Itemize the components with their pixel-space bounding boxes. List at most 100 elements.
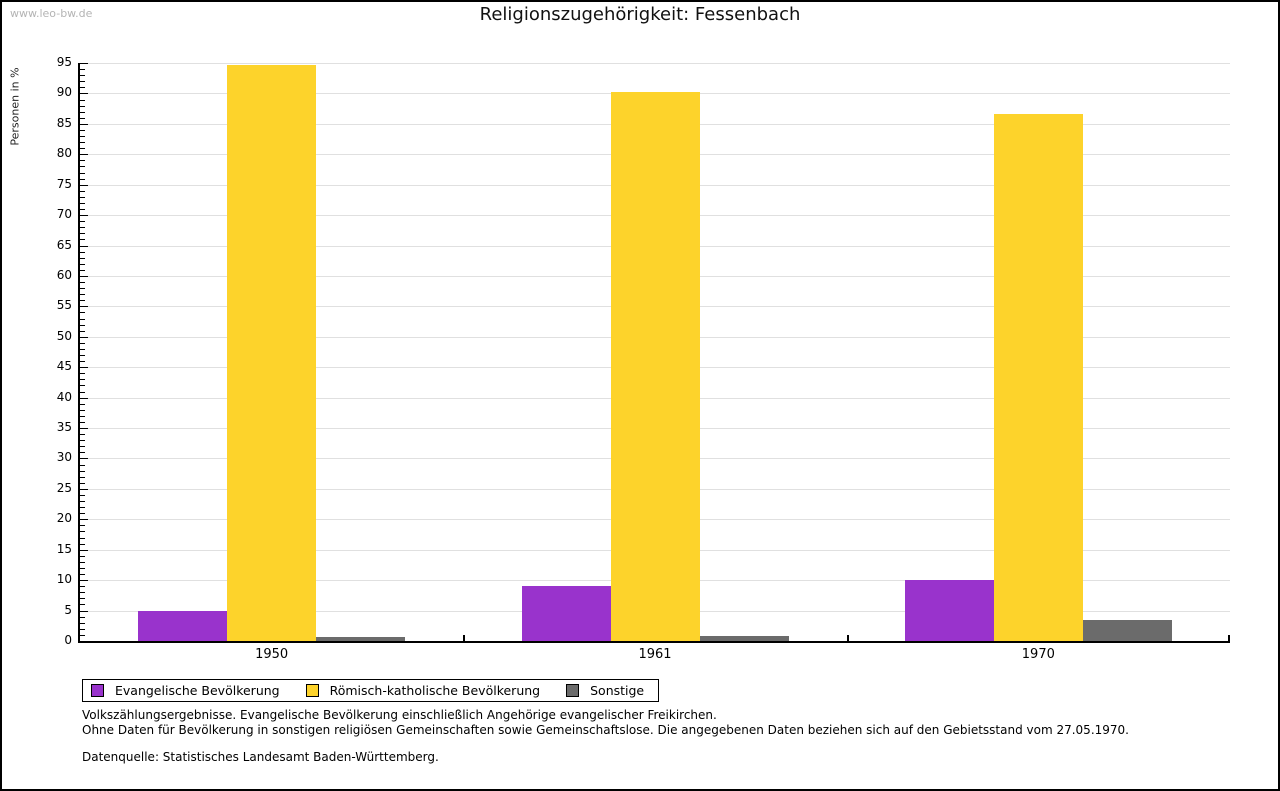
y-minor-tick-16 — [80, 543, 85, 545]
y-major-tick-10 — [80, 580, 88, 582]
y-minor-tick-33 — [80, 440, 85, 442]
y-minor-tick-62 — [80, 263, 85, 265]
y-tick-label-15: 15 — [56, 541, 72, 556]
y-tick-label-10: 10 — [56, 572, 72, 587]
y-minor-tick-38 — [80, 409, 85, 411]
y-minor-tick-27 — [80, 476, 85, 478]
y-tick-label-80: 80 — [56, 146, 72, 161]
y-tick-label-30: 30 — [56, 450, 72, 465]
y-tick-label-45: 45 — [56, 359, 72, 374]
y-minor-tick-8 — [80, 592, 85, 594]
y-minor-tick-87 — [80, 111, 85, 113]
y-major-tick-55 — [80, 306, 88, 308]
y-minor-tick-63 — [80, 257, 85, 259]
y-minor-tick-48 — [80, 348, 85, 350]
y-tick-label-50: 50 — [56, 328, 72, 343]
y-tick-label-90: 90 — [56, 85, 72, 100]
y-minor-tick-89 — [80, 99, 85, 101]
y-minor-tick-2 — [80, 628, 85, 630]
y-minor-tick-11 — [80, 574, 85, 576]
y-tick-label-60: 60 — [56, 267, 72, 282]
y-major-tick-5 — [80, 610, 88, 612]
y-minor-tick-66 — [80, 239, 85, 241]
y-minor-tick-17 — [80, 537, 85, 539]
y-tick-label-20: 20 — [56, 511, 72, 526]
y-minor-tick-44 — [80, 373, 85, 375]
y-minor-tick-53 — [80, 318, 85, 320]
y-minor-tick-88 — [80, 105, 85, 107]
y-minor-tick-36 — [80, 421, 85, 423]
y-minor-tick-39 — [80, 403, 85, 405]
bar-sonstige-1961 — [699, 636, 789, 641]
y-minor-tick-94 — [80, 69, 85, 71]
y-minor-tick-37 — [80, 415, 85, 417]
y-major-tick-85 — [80, 123, 88, 125]
y-minor-tick-84 — [80, 129, 85, 131]
gridline-95 — [80, 63, 1230, 64]
y-minor-tick-9 — [80, 586, 85, 588]
legend-label-roemisch-katholische-bevoelkerung: Römisch-katholische Bevölkerung — [329, 683, 541, 698]
y-tick-label-5: 5 — [64, 602, 72, 617]
y-major-tick-95 — [80, 63, 88, 64]
y-major-tick-35 — [80, 428, 88, 430]
y-minor-tick-72 — [80, 202, 85, 204]
y-minor-tick-81 — [80, 148, 85, 150]
chart-title: Religionszugehörigkeit: Fessenbach — [479, 4, 801, 25]
y-tick-label-85: 85 — [56, 115, 72, 130]
y-minor-tick-23 — [80, 501, 85, 503]
y-minor-tick-47 — [80, 355, 85, 357]
site-watermark: www.leo-bw.de — [10, 7, 93, 20]
y-tick-label-55: 55 — [56, 298, 72, 313]
y-minor-tick-86 — [80, 117, 85, 119]
footnotes: Volkszählungsergebnisse. Evangelische Be… — [82, 708, 1238, 765]
y-major-tick-20 — [80, 519, 88, 521]
legend-swatch-roemisch-katholische-bevoelkerung — [305, 684, 319, 697]
y-minor-tick-49 — [80, 342, 85, 344]
legend: Evangelische Bevölkerung Römisch-katholi… — [82, 679, 660, 702]
y-major-tick-30 — [80, 458, 88, 460]
y-minor-tick-18 — [80, 531, 85, 533]
bar-r-misch-katholische-bev-lkerung-1970 — [993, 114, 1083, 641]
x-category-label-1961: 1961 — [638, 647, 672, 662]
y-axis-label: Personen in % — [8, 67, 22, 146]
legend-swatch-evangelische-bevoelkerung — [91, 684, 104, 697]
y-minor-tick-92 — [80, 81, 85, 83]
y-minor-tick-42 — [80, 385, 85, 387]
y-minor-tick-58 — [80, 288, 85, 290]
bar-r-misch-katholische-bev-lkerung-1950 — [227, 64, 317, 641]
y-minor-tick-19 — [80, 525, 85, 527]
y-minor-tick-76 — [80, 178, 85, 180]
y-minor-tick-1 — [80, 634, 85, 636]
y-tick-label-25: 25 — [56, 480, 72, 495]
y-minor-tick-24 — [80, 494, 85, 496]
y-major-tick-80 — [80, 154, 88, 156]
bar-evangelische-bev-lkerung-1961 — [521, 585, 611, 641]
y-minor-tick-73 — [80, 196, 85, 198]
y-minor-tick-12 — [80, 567, 85, 569]
y-major-tick-90 — [80, 93, 88, 95]
y-tick-label-75: 75 — [56, 176, 72, 191]
y-minor-tick-26 — [80, 482, 85, 484]
x-category-label-1950: 1950 — [255, 647, 289, 662]
legend-item-evangelische-bevoelkerung: Evangelische Bevölkerung — [91, 683, 280, 698]
x-category-label-1970: 1970 — [1021, 647, 1055, 662]
y-minor-tick-7 — [80, 598, 85, 600]
y-minor-tick-43 — [80, 379, 85, 381]
plot-area: 0 5 10 15 20 25 30 35 40 45 50 55 60 65 70 75 80 85 90 95 19… — [57, 55, 1230, 662]
y-major-tick-0 — [80, 641, 88, 642]
legend-label-evangelische-bevoelkerung: Evangelische Bevölkerung — [115, 683, 280, 698]
x-axis-tick-1 — [463, 635, 466, 641]
y-minor-tick-82 — [80, 142, 85, 144]
y-minor-tick-91 — [80, 87, 85, 89]
y-minor-tick-6 — [80, 604, 85, 606]
y-minor-tick-77 — [80, 172, 85, 174]
y-major-tick-75 — [80, 184, 88, 186]
y-minor-tick-46 — [80, 361, 85, 363]
bar-r-misch-katholische-bev-lkerung-1961 — [610, 91, 700, 641]
y-minor-tick-61 — [80, 269, 85, 271]
y-minor-tick-3 — [80, 622, 85, 624]
y-major-tick-45 — [80, 367, 88, 369]
y-minor-tick-93 — [80, 75, 85, 77]
y-tick-label-65: 65 — [56, 237, 72, 252]
y-minor-tick-71 — [80, 209, 85, 211]
